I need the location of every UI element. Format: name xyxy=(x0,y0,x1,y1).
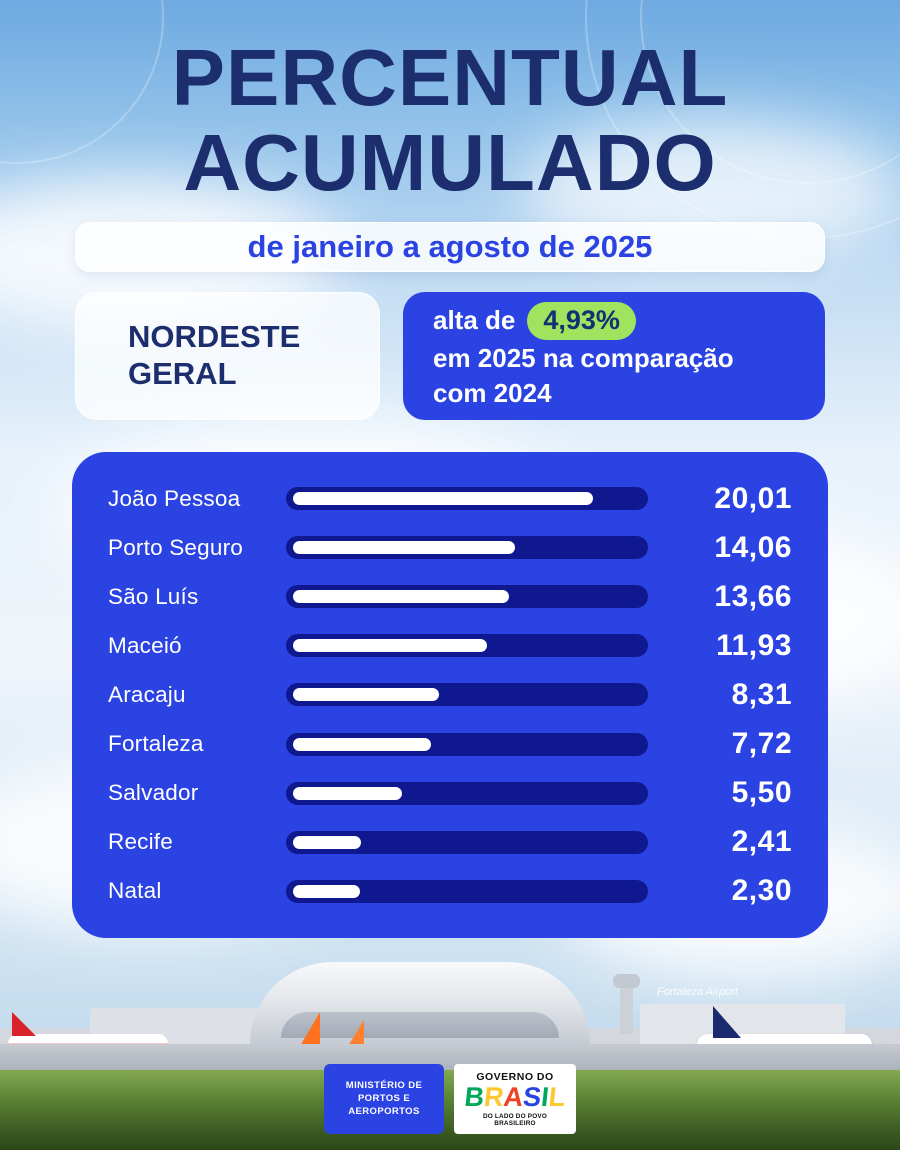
ministry-line-3: AEROPORTOS xyxy=(348,1106,420,1118)
title-line-1: PERCENTUAL xyxy=(171,33,729,122)
category-label: São Luís xyxy=(108,583,199,609)
bar xyxy=(293,639,487,653)
chart-panel: João Pessoa 20,01 Porto Seguro 14,06 São Luí… xyxy=(72,452,828,938)
grass-foreground xyxy=(0,1070,900,1150)
bar-track xyxy=(286,634,648,658)
category-label: João Pessoa xyxy=(108,485,241,511)
bar xyxy=(293,590,510,604)
bar-track xyxy=(286,879,648,903)
chart-row: São Luís 13,66 xyxy=(108,580,792,614)
chart-row: Recife 2,41 xyxy=(108,825,792,859)
bar-track xyxy=(286,732,648,756)
category-label: Salvador xyxy=(108,780,199,806)
ministry-line-2: PORTOS E xyxy=(357,1093,411,1105)
bar xyxy=(293,835,362,849)
value-label: 7,72 xyxy=(731,727,792,761)
bar-track xyxy=(286,487,648,511)
gov-top-text: GOVERNO DO xyxy=(476,1070,554,1083)
category-label: Maceió xyxy=(108,632,182,658)
highlight-prefix: alta de xyxy=(433,305,516,336)
bar-track xyxy=(286,536,648,560)
highlight-card: alta de 4,93% em 2025 na comparação com … xyxy=(403,292,825,420)
bar xyxy=(293,737,432,751)
chart-row: Fortaleza 7,72 xyxy=(108,727,792,761)
ministry-line-1: MINISTÉRIO DE xyxy=(345,1080,423,1092)
highlight-line-2: em 2025 na comparação xyxy=(433,343,734,374)
title-line-2: ACUMULADO xyxy=(183,117,717,207)
bar xyxy=(293,688,439,702)
chart-row: Aracaju 8,31 xyxy=(108,678,792,712)
value-label: 8,31 xyxy=(731,677,792,711)
chart-row: Natal 2,30 xyxy=(108,874,792,908)
category-label: Recife xyxy=(108,829,173,855)
ministry-logo: MINISTÉRIO DE PORTOS E AEROPORTOS xyxy=(324,1063,444,1134)
gov-brand: BRASIL xyxy=(461,1081,570,1112)
gov-tagline: DO LADO DO POVO BRASILEIRO xyxy=(482,1113,548,1127)
chart-row: Porto Seguro 14,06 xyxy=(108,531,792,565)
value-label: 11,93 xyxy=(716,628,792,662)
chart-row: João Pessoa 20,01 xyxy=(108,482,792,516)
subtitle-text: de janeiro a agosto de 2025 xyxy=(247,229,653,264)
bar xyxy=(293,492,594,506)
control-tower xyxy=(613,974,640,1034)
bar-track xyxy=(286,830,648,854)
orange-airplane-tail-icon xyxy=(300,1012,320,1046)
bar-track xyxy=(286,781,648,805)
brand-letter: L xyxy=(547,1081,567,1112)
region-line-1: NORDESTE xyxy=(128,319,301,355)
category-label: Aracaju xyxy=(108,681,186,707)
footer-logos: MINISTÉRIO DE PORTOS E AEROPORTOS GOVERN… xyxy=(0,1063,900,1134)
value-label: 14,06 xyxy=(714,530,792,564)
region-line-2: GERAL xyxy=(128,356,237,391)
tarmac xyxy=(0,1044,900,1074)
bar-track xyxy=(286,683,648,707)
category-label: Fortaleza xyxy=(108,731,204,757)
percent-badge: 4,93% xyxy=(527,302,636,341)
bar xyxy=(293,541,515,555)
orange-airplane-tail-icon xyxy=(348,1020,364,1046)
highlight-line-3: com 2024 xyxy=(433,377,552,408)
value-label: 13,66 xyxy=(714,579,792,613)
value-label: 2,30 xyxy=(731,874,792,908)
bar-track xyxy=(286,585,648,609)
subtitle-pill: de janeiro a agosto de 2025 xyxy=(75,222,825,272)
government-logo: GOVERNO DO BRASIL DO LADO DO POVO BRASIL… xyxy=(454,1063,576,1134)
highlight-line-1: alta de 4,93% xyxy=(433,302,795,341)
chart-row: Salvador 5,50 xyxy=(108,776,792,810)
category-label: Natal xyxy=(108,878,162,904)
value-label: 20,01 xyxy=(714,481,792,515)
airport-name-label: Fortaleza Airport xyxy=(657,986,738,998)
page-title: PERCENTUAL ACUMULADO xyxy=(0,33,900,207)
bar xyxy=(293,884,360,898)
bar xyxy=(293,786,402,800)
value-label: 2,41 xyxy=(731,825,792,859)
value-label: 5,50 xyxy=(731,776,792,810)
chart-row: Maceió 11,93 xyxy=(108,629,792,663)
airport-photo: Fortaleza Airport MINISTÉRIO DE PORTOS E… xyxy=(0,940,900,1150)
region-card: NORDESTE GERAL xyxy=(75,292,380,420)
category-label: Porto Seguro xyxy=(108,534,243,560)
